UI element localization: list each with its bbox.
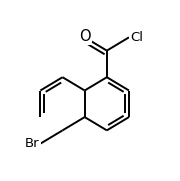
Text: Br: Br	[25, 137, 39, 150]
Text: Cl: Cl	[130, 31, 143, 44]
Text: O: O	[79, 29, 91, 44]
